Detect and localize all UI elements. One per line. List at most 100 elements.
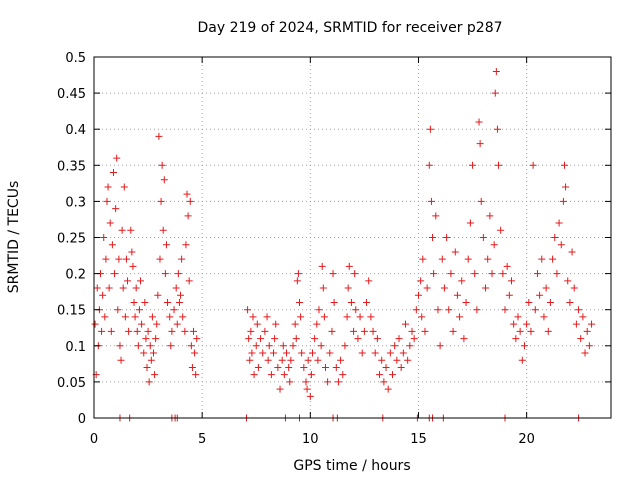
data-point	[182, 241, 190, 249]
data-point	[320, 313, 328, 321]
data-point	[329, 270, 337, 278]
data-point	[112, 205, 120, 213]
data-point	[458, 277, 466, 285]
y-tick-label: 0.35	[57, 159, 86, 174]
data-point	[549, 255, 557, 263]
data-point	[512, 335, 520, 343]
data-point	[491, 89, 499, 97]
data-point	[172, 284, 180, 292]
data-point	[135, 306, 143, 314]
data-point	[382, 363, 390, 371]
data-point	[473, 306, 481, 314]
y-tick-label: 0.45	[57, 87, 86, 102]
data-point	[380, 378, 388, 386]
data-point	[577, 335, 585, 343]
data-point	[252, 342, 260, 350]
data-point	[505, 291, 513, 299]
data-point	[298, 349, 306, 357]
data-point	[155, 132, 163, 140]
data-point	[426, 125, 434, 133]
data-point	[267, 371, 275, 379]
data-point	[121, 313, 129, 321]
data-point	[278, 356, 286, 364]
data-point	[300, 363, 308, 371]
data-point	[263, 313, 271, 321]
data-point	[184, 212, 192, 220]
data-point	[341, 342, 349, 350]
data-point	[113, 154, 121, 162]
data-point	[453, 291, 461, 299]
data-point	[116, 342, 124, 350]
x-axis-title: GPS time / hours	[293, 458, 410, 474]
data-point	[516, 327, 524, 335]
data-point	[287, 356, 295, 364]
data-point	[406, 342, 414, 350]
data-point	[466, 219, 474, 227]
data-point	[174, 270, 182, 278]
data-point	[404, 356, 412, 364]
data-point	[476, 140, 484, 148]
data-point	[168, 327, 176, 335]
y-tick-label: 0.25	[57, 232, 86, 247]
data-point	[401, 320, 409, 328]
data-point	[351, 270, 359, 278]
data-point	[250, 371, 258, 379]
data-point	[345, 262, 353, 270]
data-point	[129, 262, 137, 270]
data-point	[122, 255, 130, 263]
data-point	[575, 306, 583, 314]
data-point	[167, 342, 175, 350]
data-point	[352, 306, 360, 314]
data-point	[531, 306, 539, 314]
data-point	[244, 306, 252, 314]
data-point	[479, 234, 487, 241]
data-point	[294, 270, 302, 278]
data-point	[525, 298, 533, 306]
data-point	[108, 241, 116, 249]
data-point	[107, 327, 115, 335]
data-point	[337, 356, 345, 364]
data-point	[133, 327, 141, 335]
data-point	[514, 313, 522, 321]
data-point	[134, 342, 142, 350]
data-point	[175, 298, 183, 306]
data-point	[143, 363, 151, 371]
data-point	[436, 342, 444, 350]
y-tick-label: 0	[78, 412, 86, 427]
data-point	[518, 356, 526, 364]
data-point	[546, 298, 554, 306]
data-point	[191, 349, 199, 357]
data-point	[160, 176, 168, 184]
data-point	[104, 183, 112, 191]
data-point	[384, 385, 392, 393]
data-point	[151, 371, 159, 379]
data-point	[181, 327, 189, 335]
data-point	[414, 291, 422, 299]
data-point	[286, 378, 294, 386]
data-point	[124, 277, 132, 285]
data-point	[178, 255, 186, 263]
data-point	[156, 255, 164, 263]
y-axis-title: SRMTID / TECUs	[6, 181, 22, 294]
data-point	[412, 306, 420, 314]
data-point	[254, 363, 262, 371]
x-tick-label: 10	[302, 432, 319, 447]
data-point	[292, 335, 300, 343]
data-point	[183, 190, 191, 198]
data-point	[297, 313, 305, 321]
data-point	[164, 298, 172, 306]
data-point	[249, 313, 257, 321]
data-point	[115, 255, 123, 263]
data-point	[499, 270, 507, 278]
data-point	[141, 298, 149, 306]
data-point	[579, 313, 587, 321]
data-point	[177, 291, 185, 299]
data-point	[503, 262, 511, 270]
y-tick-label: 0.3	[65, 195, 86, 210]
data-point	[371, 349, 379, 357]
data-point	[161, 270, 169, 278]
data-point	[449, 327, 457, 335]
data-point	[276, 385, 284, 393]
data-point	[427, 197, 435, 205]
data-point	[98, 327, 106, 335]
